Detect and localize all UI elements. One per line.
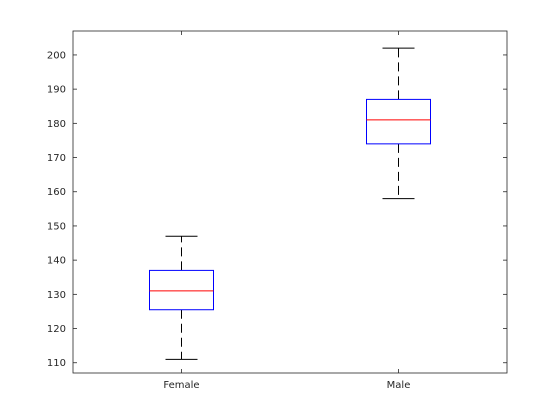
y-tick-label: 150 (47, 221, 66, 232)
box-group-male (366, 47, 431, 200)
y-tick-label: 180 (47, 119, 66, 130)
y-tick-label: 190 (47, 85, 66, 96)
x-tick-label: Male (387, 380, 411, 391)
plot-area (72, 30, 508, 374)
y-tick-label: 140 (47, 256, 66, 267)
y-tick-label: 120 (47, 324, 66, 335)
y-tick-label: 200 (47, 50, 66, 61)
x-tick-label: Female (163, 380, 199, 391)
y-tick-label: 170 (47, 153, 66, 164)
iqr-box (149, 269, 214, 311)
y-tick-label: 160 (47, 187, 66, 198)
axis-ticks: 110 120 130 140 150 160 170 180 190 200 Female Male (47, 31, 507, 391)
iqr-box (366, 98, 431, 145)
boxes (149, 47, 431, 360)
box-group-female (149, 235, 214, 360)
y-tick-label: 110 (47, 358, 66, 369)
y-tick-label: 130 (47, 290, 66, 301)
